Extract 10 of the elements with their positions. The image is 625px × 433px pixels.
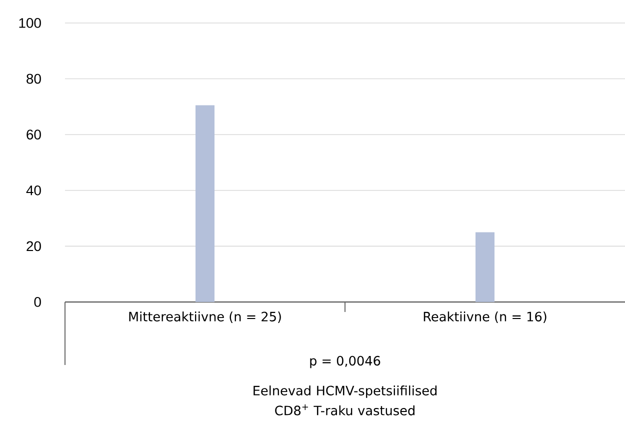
y-tick-label: 60	[26, 130, 41, 140]
x-tick-label: Reaktiivne (n = 16)	[424, 312, 546, 323]
y-tick-label: 100	[19, 18, 41, 28]
y-tick-label: 20	[26, 241, 41, 252]
text: p = 0,0046	[310, 356, 380, 368]
y-tick-label: 40	[26, 185, 41, 196]
x-axis-title: Eelnevad HCMV-spetsiifilised CD8$^{+}$ T-raku vastused	[254, 386, 437, 416]
y-tick-label: 0	[34, 297, 41, 307]
y-tick-label: 80	[26, 74, 41, 84]
x-tick-label: Mittereaktiivne (n = 25)	[129, 312, 281, 323]
